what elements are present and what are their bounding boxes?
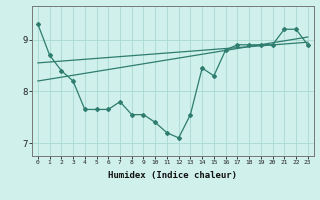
X-axis label: Humidex (Indice chaleur): Humidex (Indice chaleur) (108, 171, 237, 180)
